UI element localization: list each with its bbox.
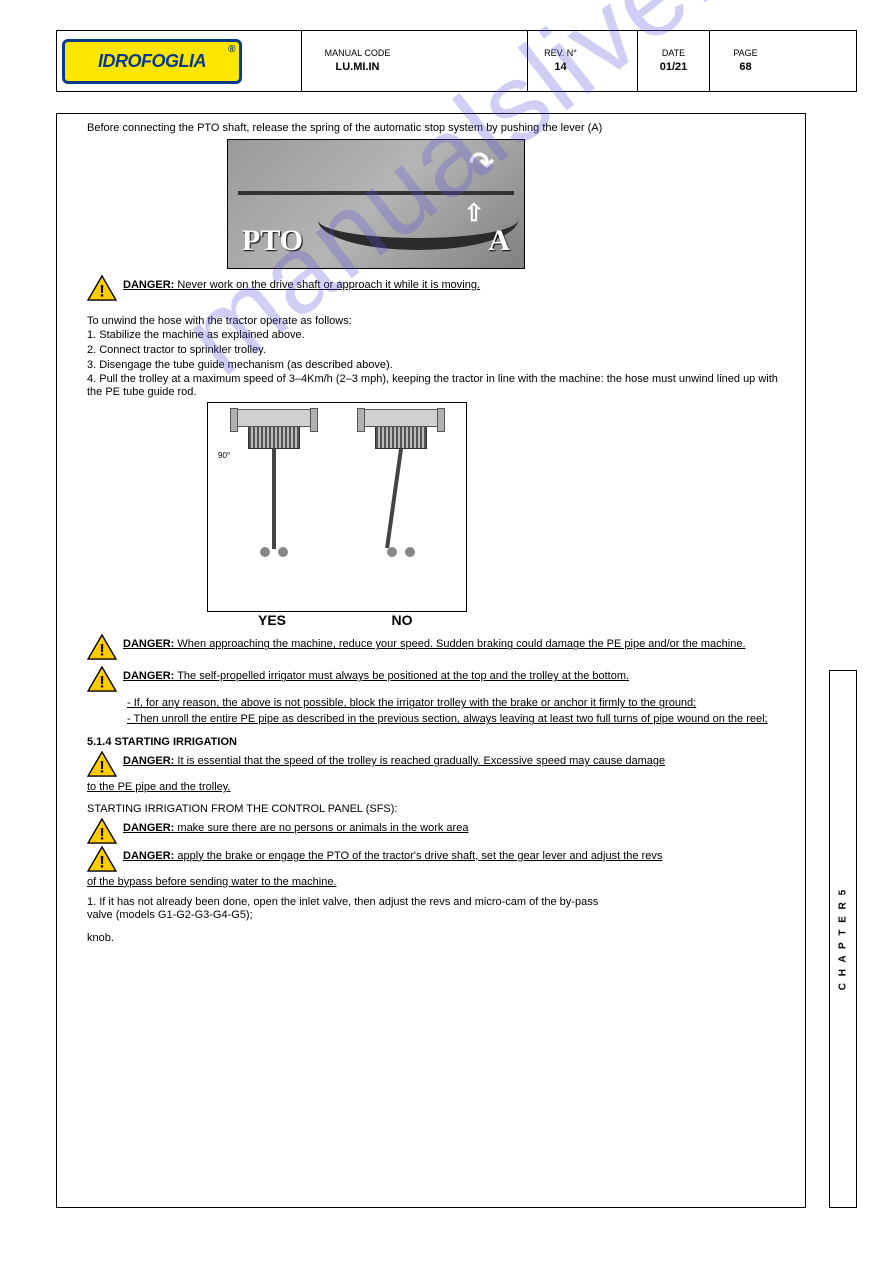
warning-6-cont: of the bypass before sending water to th… xyxy=(87,876,785,888)
header-label: REV. N° xyxy=(544,49,577,59)
header-value: 01/21 xyxy=(660,61,688,73)
brand-logo: IDROFOGLIA xyxy=(57,31,247,91)
warning-body: Never work on the drive shaft or approac… xyxy=(174,279,480,291)
header-value: LU.MI.IN xyxy=(336,61,380,73)
yes-label: YES xyxy=(207,612,337,628)
header-value: 14 xyxy=(554,61,566,73)
danger-label: DANGER: xyxy=(123,638,174,650)
diagram-yes: 90° xyxy=(214,409,333,605)
hose-straight xyxy=(272,449,276,549)
danger-label: DANGER: xyxy=(123,279,174,291)
diagram-no xyxy=(341,409,460,605)
unwind-intro: To unwind the hose with the tractor oper… xyxy=(87,315,785,328)
followup-line: - Then unroll the entire PE pipe as desc… xyxy=(127,712,785,728)
header-page: PAGE 68 xyxy=(709,31,781,91)
figure-pto: ↷ ⇧ PTO A xyxy=(227,139,525,269)
warning-body: The self-propelled irrigator must always… xyxy=(174,670,629,682)
curve-arrow-icon: ↷ xyxy=(469,146,494,181)
intro-para: Before connecting the PTO shaft, release… xyxy=(87,122,785,135)
header-value: 68 xyxy=(739,61,751,73)
yes-no-row: YES NO xyxy=(207,612,467,628)
warning-icon: ! xyxy=(87,818,117,844)
content-frame: Before connecting the PTO shaft, release… xyxy=(56,113,806,1208)
warning-4-cont: to the PE pipe and the trolley. xyxy=(87,781,785,793)
reel-drum xyxy=(363,409,439,427)
header-date: DATE 01/21 xyxy=(637,31,709,91)
unwind-step: 1. Stabilize the machine as explained ab… xyxy=(87,329,785,342)
reel-drum xyxy=(236,409,312,427)
pto-label: PTO xyxy=(242,224,303,258)
content-inner: Before connecting the PTO shaft, release… xyxy=(57,114,805,1207)
page-header: IDROFOGLIA MANUAL CODE LU.MI.IN REV. N° … xyxy=(56,30,857,92)
header-rev: REV. N° 14 xyxy=(527,31,593,91)
warning-icon: ! xyxy=(87,846,117,872)
angle-label: 90° xyxy=(218,451,230,460)
svg-text:!: ! xyxy=(99,824,105,843)
header-label: DATE xyxy=(662,49,685,59)
warning-text: DANGER: make sure there are no persons o… xyxy=(123,818,468,835)
tail-line: knob. xyxy=(87,932,785,945)
warning-body: When approaching the machine, reduce you… xyxy=(174,638,745,650)
warning-icon: ! xyxy=(87,275,117,301)
chapter-label: C H A P T E R 5 xyxy=(838,888,849,990)
hose-tilted xyxy=(385,449,403,549)
no-label: NO xyxy=(337,612,467,628)
svg-text:!: ! xyxy=(99,641,105,660)
sfs-heading: STARTING IRRIGATION FROM THE CONTROL PAN… xyxy=(87,803,785,816)
warning-text: DANGER: It is essential that the speed o… xyxy=(123,751,665,768)
section-heading: 5.1.4 STARTING IRRIGATION xyxy=(87,736,785,749)
warning-icon: ! xyxy=(87,634,117,660)
warning-text: DANGER: Never work on the drive shaft or… xyxy=(123,275,480,292)
danger-label: DANGER: xyxy=(123,755,174,767)
svg-text:!: ! xyxy=(99,281,105,300)
warning-4: ! DANGER: It is essential that the speed… xyxy=(87,751,785,777)
danger-label: DANGER: xyxy=(123,850,174,862)
warning-text: DANGER: The self-propelled irrigator mus… xyxy=(123,666,629,683)
warning-icon: ! xyxy=(87,666,117,692)
svg-text:!: ! xyxy=(99,757,105,776)
figure-alignment-wrap: 90° YES NO xyxy=(207,402,785,628)
figure-alignment: 90° xyxy=(207,402,467,612)
a-label: A xyxy=(488,224,510,258)
unwind-step: 3. Disengage the tube guide mechanism (a… xyxy=(87,359,785,372)
header-label: MANUAL CODE xyxy=(325,49,391,59)
svg-text:!: ! xyxy=(99,852,105,871)
header-label: PAGE xyxy=(733,49,757,59)
warning-body: It is essential that the speed of the tr… xyxy=(174,755,665,767)
unwind-step: 2. Connect tractor to sprinkler trolley. xyxy=(87,344,785,357)
tail-line: valve (models G1-G2-G3-G4-G5); xyxy=(87,909,785,922)
reel-coil xyxy=(375,427,427,449)
chapter-side-tab: C H A P T E R 5 xyxy=(829,670,857,1208)
page: manualslive.com IDROFOGLIA MANUAL CODE L… xyxy=(0,0,893,1263)
unwind-step: 4. Pull the trolley at a maximum speed o… xyxy=(87,373,785,398)
warning-2: ! DANGER: When approaching the machine, … xyxy=(87,634,785,660)
trolley-icon xyxy=(387,547,415,557)
tail-line: 1. If it has not already been done, open… xyxy=(87,896,785,909)
trolley-icon xyxy=(260,547,288,557)
svg-text:!: ! xyxy=(99,673,105,692)
warning-text: DANGER: apply the brake or engage the PT… xyxy=(123,846,662,863)
danger-label: DANGER: xyxy=(123,670,174,682)
warning-icon: ! xyxy=(87,751,117,777)
warning-3: ! DANGER: The self-propelled irrigator m… xyxy=(87,666,785,692)
header-manual-code: MANUAL CODE LU.MI.IN xyxy=(301,31,413,91)
followup-line: - If, for any reason, the above is not p… xyxy=(127,696,785,712)
warning-body: apply the brake or engage the PTO of the… xyxy=(174,850,662,862)
brand-logo-text: IDROFOGLIA xyxy=(62,39,242,84)
up-arrow-icon: ⇧ xyxy=(464,199,484,228)
danger-label: DANGER: xyxy=(123,822,174,834)
warning-1: ! DANGER: Never work on the drive shaft … xyxy=(87,275,785,301)
warning-6: ! DANGER: apply the brake or engage the … xyxy=(87,846,785,872)
warning-text: DANGER: When approaching the machine, re… xyxy=(123,634,746,651)
reel-coil xyxy=(248,427,300,449)
warning-body: make sure there are no persons or animal… xyxy=(174,822,468,834)
followup-block: - If, for any reason, the above is not p… xyxy=(127,696,785,728)
warning-5: ! DANGER: make sure there are no persons… xyxy=(87,818,785,844)
